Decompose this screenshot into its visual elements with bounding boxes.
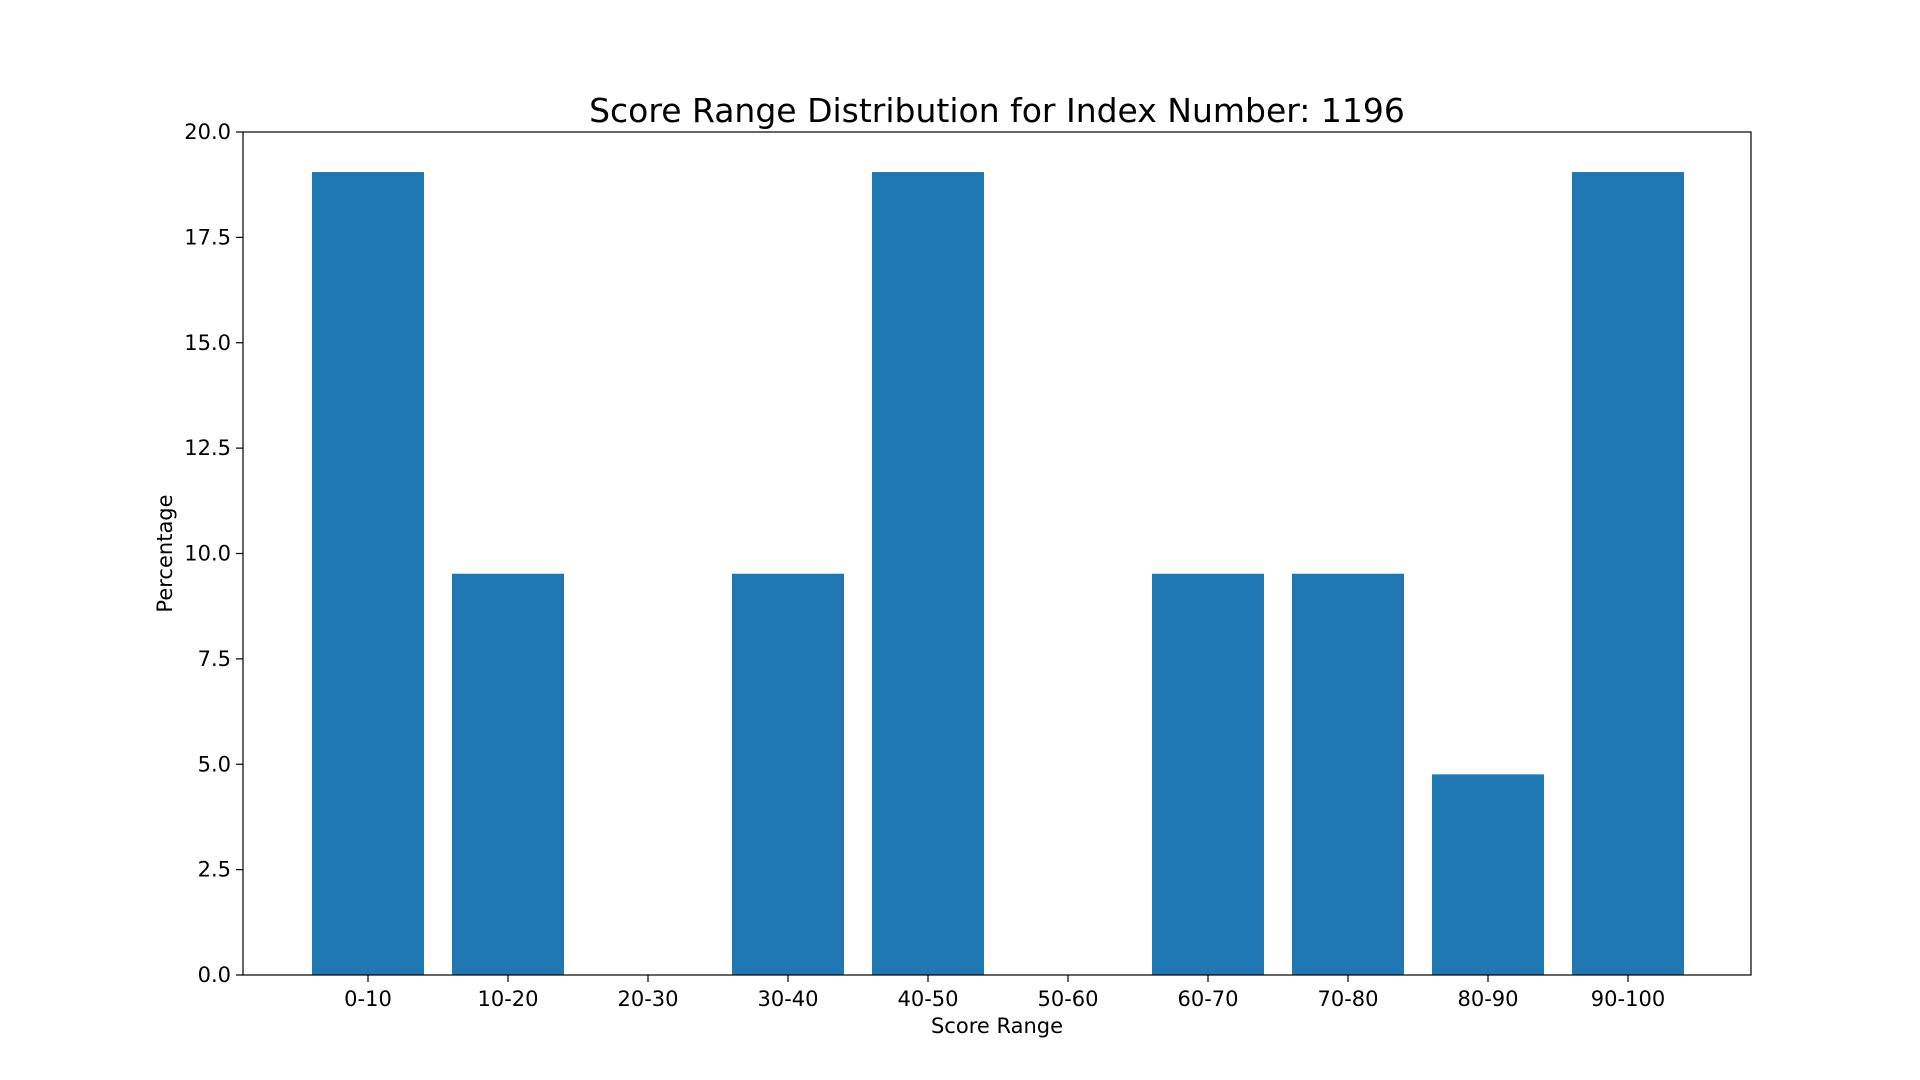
y-tick-label: 5.0 [198,752,231,776]
bar-0-10 [312,172,424,976]
x-tick-label: 80-90 [1457,987,1518,1011]
bar-60-70 [1152,573,1264,975]
y-tick-label: 15.0 [184,331,231,355]
x-tick-label: 30-40 [757,987,818,1011]
bar-90-100 [1572,172,1684,976]
bar-10-20 [452,573,564,975]
x-tick-label: 40-50 [897,987,958,1011]
x-tick-label: 50-60 [1037,987,1098,1011]
y-tick-label: 17.5 [184,225,231,249]
x-tick-label: 70-80 [1317,987,1378,1011]
x-tick-label: 20-30 [617,987,678,1011]
y-tick-label: 12.5 [184,436,231,460]
plot-area: 0.0 2.5 5.0 7.5 10.0 12.5 15.0 17.5 20.0 0-10 10-2… [184,120,1752,1011]
x-axis-label: Score Range [931,1014,1063,1038]
x-tick-label: 10-20 [477,987,538,1011]
y-tick-label: 0.0 [198,963,231,987]
bar-40-50 [872,172,984,976]
bar-70-80 [1292,573,1404,975]
y-tick-label: 20.0 [184,120,231,144]
chart-title: Score Range Distribution for Index Numbe… [589,91,1405,130]
bar-80-90 [1432,774,1544,975]
y-tick-label: 10.0 [184,542,231,566]
bar-30-40 [732,573,844,975]
x-tick-label: 90-100 [1591,987,1665,1011]
y-axis-label: Percentage [153,494,177,612]
x-tick-label: 60-70 [1177,987,1238,1011]
y-tick-label: 7.5 [198,647,231,671]
y-tick-label: 2.5 [198,858,231,882]
x-tick-label: 0-10 [344,987,392,1011]
